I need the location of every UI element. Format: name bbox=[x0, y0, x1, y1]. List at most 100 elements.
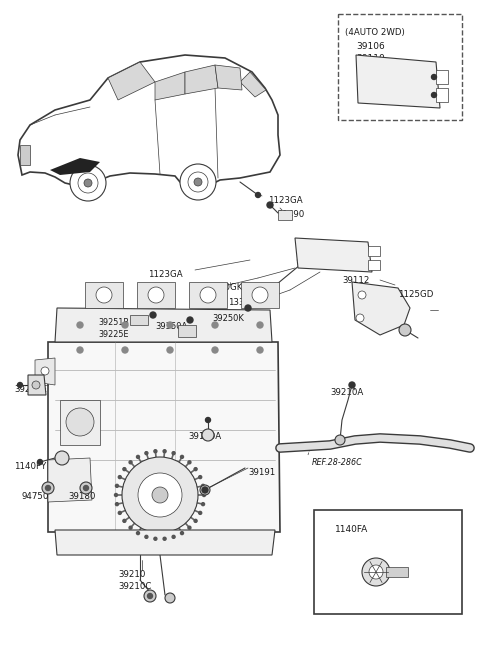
Circle shape bbox=[165, 593, 175, 603]
Text: 39190A: 39190A bbox=[188, 432, 221, 441]
Circle shape bbox=[212, 347, 218, 353]
Circle shape bbox=[118, 476, 121, 479]
Text: 39180: 39180 bbox=[68, 492, 96, 501]
Polygon shape bbox=[60, 400, 100, 445]
Circle shape bbox=[200, 485, 210, 495]
Polygon shape bbox=[137, 282, 175, 308]
Circle shape bbox=[202, 502, 204, 506]
Circle shape bbox=[144, 590, 156, 602]
Circle shape bbox=[335, 435, 345, 445]
Circle shape bbox=[154, 450, 157, 453]
Circle shape bbox=[122, 322, 128, 328]
Circle shape bbox=[136, 455, 140, 459]
Circle shape bbox=[37, 459, 43, 464]
Circle shape bbox=[116, 484, 119, 487]
Circle shape bbox=[118, 512, 121, 514]
Polygon shape bbox=[35, 358, 55, 385]
Circle shape bbox=[432, 92, 436, 98]
Circle shape bbox=[80, 482, 92, 494]
Text: 1140FA: 1140FA bbox=[335, 525, 368, 534]
Circle shape bbox=[245, 305, 251, 311]
Circle shape bbox=[200, 287, 216, 303]
Text: 1123GA: 1123GA bbox=[148, 270, 182, 279]
Polygon shape bbox=[278, 210, 292, 220]
Text: 39251B: 39251B bbox=[98, 318, 129, 327]
Polygon shape bbox=[189, 282, 227, 308]
Circle shape bbox=[199, 476, 202, 479]
Circle shape bbox=[172, 451, 175, 455]
Polygon shape bbox=[55, 308, 272, 342]
Circle shape bbox=[148, 287, 164, 303]
Circle shape bbox=[138, 473, 182, 517]
Circle shape bbox=[123, 468, 126, 470]
Circle shape bbox=[194, 178, 202, 186]
Text: 39250K: 39250K bbox=[212, 314, 244, 323]
Polygon shape bbox=[55, 530, 275, 555]
Circle shape bbox=[115, 493, 118, 497]
Circle shape bbox=[46, 485, 50, 491]
Text: 1338AC: 1338AC bbox=[228, 298, 262, 307]
Text: REF.28-286C: REF.28-286C bbox=[312, 458, 363, 467]
Text: 39106: 39106 bbox=[322, 242, 349, 251]
Circle shape bbox=[152, 487, 168, 503]
Circle shape bbox=[202, 484, 204, 487]
Polygon shape bbox=[352, 282, 410, 335]
Circle shape bbox=[356, 314, 364, 322]
Bar bbox=[368, 246, 380, 256]
Circle shape bbox=[66, 408, 94, 436]
Polygon shape bbox=[48, 342, 280, 532]
Text: 1120GK: 1120GK bbox=[208, 283, 242, 292]
Text: 1140FY: 1140FY bbox=[14, 462, 46, 471]
Bar bbox=[436, 70, 448, 84]
Text: 39350A: 39350A bbox=[155, 322, 187, 331]
Circle shape bbox=[202, 487, 208, 493]
Circle shape bbox=[122, 347, 128, 353]
Circle shape bbox=[212, 322, 218, 328]
Bar bbox=[20, 145, 30, 165]
Text: 39112: 39112 bbox=[342, 276, 370, 285]
Text: 1123GA: 1123GA bbox=[268, 196, 302, 205]
Bar bbox=[314, 510, 462, 614]
Circle shape bbox=[41, 367, 49, 375]
Circle shape bbox=[84, 485, 88, 491]
Bar bbox=[386, 567, 408, 577]
Circle shape bbox=[349, 382, 355, 388]
Circle shape bbox=[199, 512, 202, 514]
Circle shape bbox=[180, 455, 183, 459]
Circle shape bbox=[203, 493, 205, 497]
Circle shape bbox=[129, 461, 132, 464]
Circle shape bbox=[432, 75, 436, 79]
Text: 1125GD: 1125GD bbox=[398, 290, 433, 299]
Circle shape bbox=[180, 531, 183, 535]
Circle shape bbox=[362, 558, 390, 586]
Circle shape bbox=[167, 347, 173, 353]
Text: (4AUTO 2WD): (4AUTO 2WD) bbox=[345, 28, 405, 37]
Circle shape bbox=[78, 173, 98, 193]
Circle shape bbox=[369, 565, 383, 579]
Circle shape bbox=[154, 537, 157, 541]
Circle shape bbox=[129, 526, 132, 529]
Circle shape bbox=[252, 287, 268, 303]
Polygon shape bbox=[155, 72, 185, 100]
Circle shape bbox=[70, 165, 106, 201]
Polygon shape bbox=[241, 282, 279, 308]
Circle shape bbox=[150, 312, 156, 318]
Circle shape bbox=[17, 382, 23, 388]
Circle shape bbox=[55, 451, 69, 465]
Polygon shape bbox=[240, 72, 266, 97]
Polygon shape bbox=[18, 55, 280, 186]
Circle shape bbox=[180, 164, 216, 200]
Circle shape bbox=[163, 450, 166, 453]
Circle shape bbox=[147, 594, 153, 598]
Text: 39210A: 39210A bbox=[330, 388, 363, 397]
Circle shape bbox=[77, 322, 83, 328]
Polygon shape bbox=[356, 55, 440, 108]
Text: 39210: 39210 bbox=[118, 570, 145, 579]
Circle shape bbox=[358, 291, 366, 299]
Circle shape bbox=[77, 347, 83, 353]
Circle shape bbox=[205, 417, 211, 422]
Polygon shape bbox=[108, 62, 155, 100]
Circle shape bbox=[167, 322, 173, 328]
Circle shape bbox=[42, 482, 54, 494]
Circle shape bbox=[96, 287, 112, 303]
